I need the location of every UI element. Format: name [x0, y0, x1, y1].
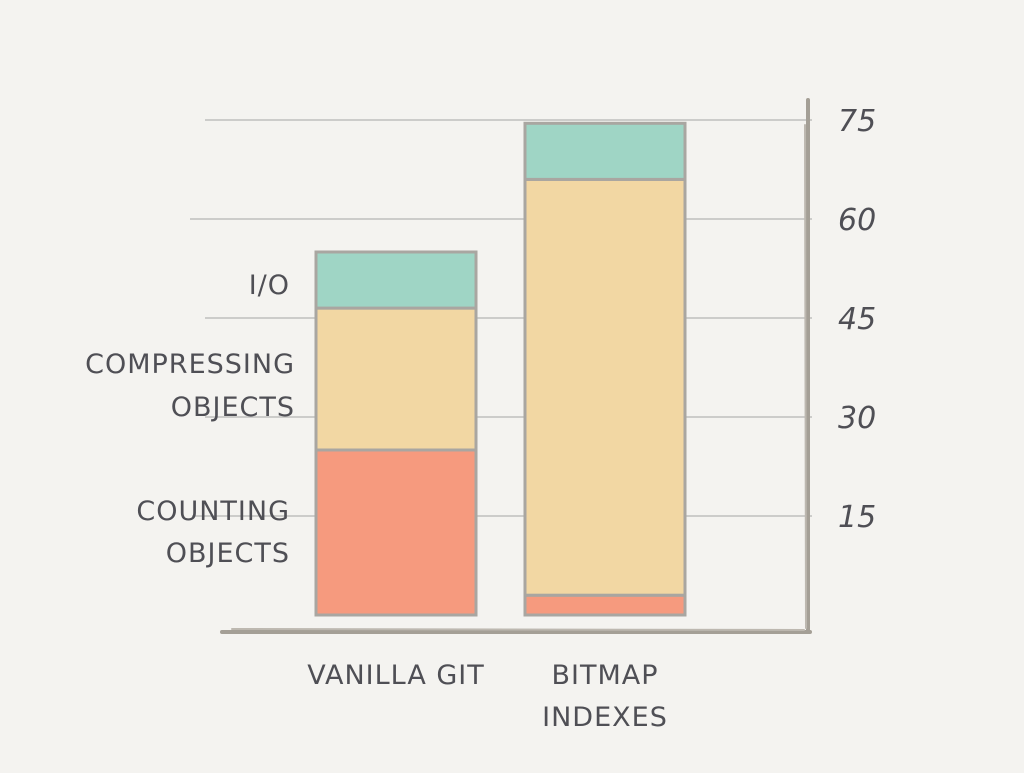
bar-segment: [314, 448, 478, 617]
y-tick-label: 60: [838, 203, 876, 238]
bar-segment: [523, 593, 687, 617]
category-label: BITMAP: [551, 660, 658, 691]
category-label: VANILLA GIT: [307, 660, 485, 691]
category-label: INDEXES: [542, 702, 668, 733]
bars: [314, 121, 687, 617]
labels: 15 30 45 60 75 COUNTING OBJECTS COMPRESSING OBJE…: [85, 104, 876, 733]
bar-segment: [523, 177, 687, 597]
y-axis-line: [804, 124, 807, 629]
axes: [220, 98, 812, 634]
y-tick-label: 15: [838, 500, 876, 535]
bar-segment: [523, 121, 687, 181]
x-axis-line: [231, 628, 805, 631]
gridlines: [190, 119, 812, 517]
series-label: COUNTING: [136, 496, 290, 527]
y-tick-label: 45: [838, 302, 876, 337]
bar-segment: [314, 250, 478, 310]
bar-segment: [314, 306, 478, 452]
series-label: OBJECTS: [171, 392, 295, 423]
series-label: I/O: [249, 270, 290, 301]
series-label: COMPRESSING: [85, 349, 295, 380]
y-tick-label: 30: [838, 401, 876, 436]
series-label: OBJECTS: [166, 538, 290, 569]
y-tick-label: 75: [838, 104, 876, 139]
